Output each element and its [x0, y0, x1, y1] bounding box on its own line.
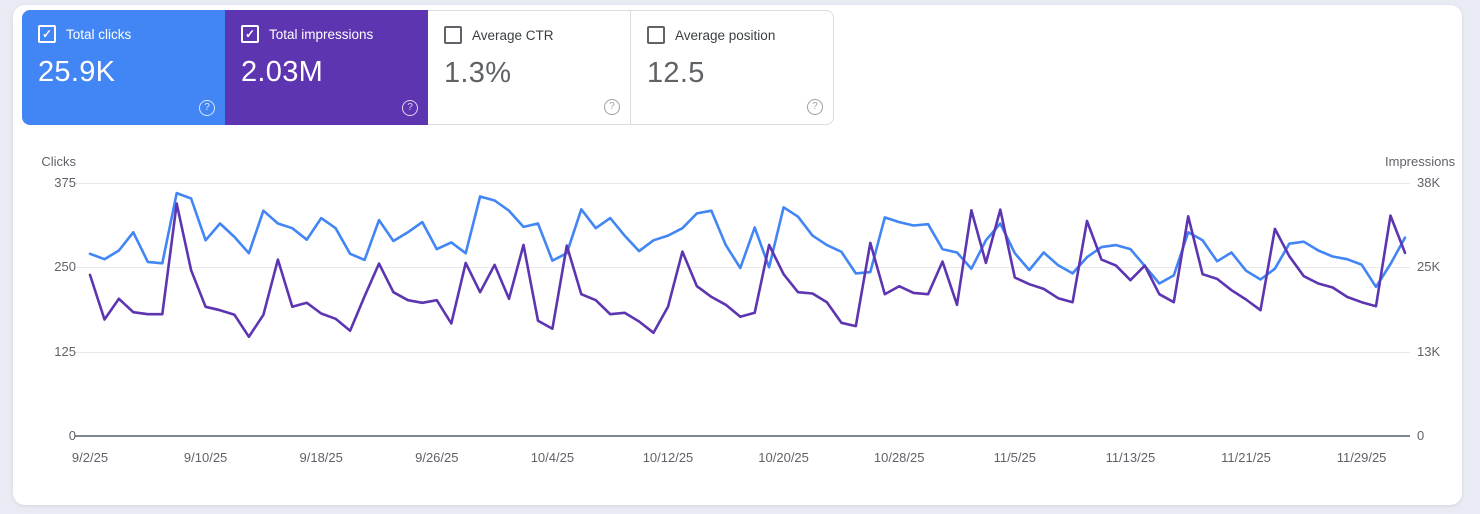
performance-panel: ✓ Total clicks 25.9K ? ✓ Total impressio… [13, 5, 1462, 505]
right-axis-tick: 38K [1417, 175, 1441, 190]
help-icon[interactable]: ? [807, 99, 823, 115]
x-axis-date-label: 10/28/25 [873, 450, 925, 465]
left-axis-tick: 375 [54, 175, 76, 190]
left-axis-tick: 125 [54, 343, 76, 359]
help-icon[interactable]: ? [199, 100, 215, 116]
line-chart[interactable] [13, 5, 1462, 505]
total-clicks-value: 25.9K [38, 56, 116, 88]
card-total-clicks[interactable]: ✓ Total clicks 25.9K ? [22, 10, 225, 125]
x-axis-date-label: 11/29/25 [1336, 450, 1387, 465]
card-label: Average CTR [472, 27, 554, 43]
x-axis-date-label: 9/18/25 [299, 450, 343, 465]
x-axis-date-label: 10/12/25 [642, 450, 694, 465]
right-axis-tick: 0 [1417, 428, 1425, 443]
card-label: Total clicks [66, 26, 132, 42]
total-clicks-checkbox-icon[interactable]: ✓ [38, 25, 56, 43]
gridline [75, 351, 1410, 353]
gridline [75, 183, 1410, 184]
card-label: Average position [675, 27, 776, 43]
average-position-value: 12.5 [647, 57, 705, 89]
left-axis-tick: 0 [68, 428, 76, 443]
average-ctr-value: 1.3% [444, 57, 512, 89]
help-icon[interactable]: ? [604, 99, 620, 115]
x-axis-date-label: 9/2/25 [71, 450, 109, 465]
x-axis-date-label: 11/13/25 [1105, 450, 1156, 465]
x-axis-date-label: 9/26/25 [415, 450, 459, 465]
x-axis-baseline [75, 435, 1410, 437]
x-axis-date-label: 11/21/25 [1221, 450, 1271, 465]
left-axis-title: Clicks [41, 154, 76, 169]
right-axis-tick: 25K [1417, 259, 1441, 275]
right-axis-tick: 13K [1417, 343, 1441, 359]
left-axis-tick: 250 [54, 259, 76, 275]
total-impressions-checkbox-icon[interactable]: ✓ [241, 25, 259, 43]
average-ctr-checkbox-icon[interactable]: ✓ [444, 26, 462, 44]
average-position-checkbox-icon[interactable]: ✓ [647, 26, 665, 44]
right-axis-title: Impressions [1385, 154, 1456, 169]
card-average-position[interactable]: ✓ Average position 12.5 ? [631, 10, 834, 125]
clicks-line [88, 191, 1407, 289]
total-impressions-value: 2.03M [241, 56, 324, 88]
x-axis-date-label: 10/20/25 [758, 450, 809, 465]
help-icon[interactable]: ? [402, 100, 418, 116]
x-axis-date-label: 11/5/25 [993, 450, 1036, 465]
card-average-ctr[interactable]: ✓ Average CTR 1.3% ? [428, 10, 631, 125]
card-total-impressions[interactable]: ✓ Total impressions 2.03M ? [225, 10, 428, 125]
x-axis-date-label: 10/4/25 [530, 450, 575, 465]
card-label: Total impressions [269, 26, 374, 42]
gridline [75, 267, 1410, 269]
impressions-line [88, 202, 1407, 339]
x-axis-date-label: 9/10/25 [183, 450, 228, 465]
